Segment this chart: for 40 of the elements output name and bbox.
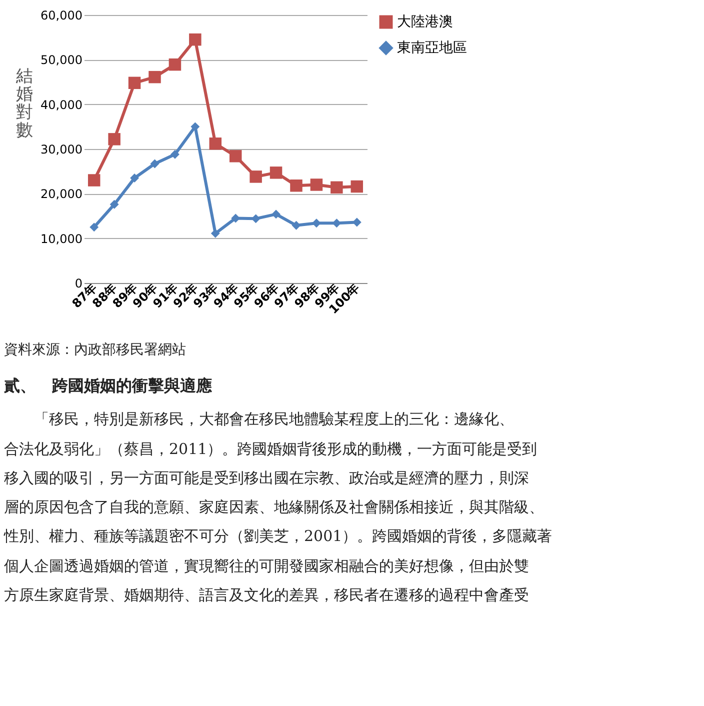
point xyxy=(189,33,202,46)
point xyxy=(210,228,220,238)
text: 層的原因包含了自我的意願、家庭因素、地緣關係及社會關係相接近，與其階級、 xyxy=(4,497,545,518)
y-tick-label: 10,000 xyxy=(40,232,82,246)
source-note: 資料來源：內政部移民署網站 xyxy=(4,341,187,360)
point xyxy=(110,200,119,209)
text: 個人企圖透過婚姻的管道，實現嚮往的可開發國家相融合的美好想像，但由於雙 xyxy=(4,556,530,577)
point xyxy=(148,70,161,84)
point xyxy=(250,170,262,183)
point xyxy=(330,181,343,194)
point xyxy=(209,138,222,150)
point xyxy=(130,174,140,183)
point xyxy=(229,150,242,162)
point xyxy=(270,166,282,179)
text: 性別、權力、種族等議題密不可分（劉美芝，2001）。跨國婚姻的背後，多隱藏著 xyxy=(4,526,554,548)
point xyxy=(168,58,182,71)
text: 方原生家庭背景、婚姻期待、語言及文化的差異，移民者在遷移的過程中會產受 xyxy=(4,584,530,606)
point xyxy=(290,180,302,192)
point xyxy=(90,222,99,232)
text: 合法化及弱化」（蔡昌，2011）。跨國婚姻背後形成的動機，一方面可能是受到 xyxy=(4,438,538,460)
point xyxy=(128,76,141,90)
text: 移入國的吸引，另一方面可能是受到移出國在宗教、政治或是經濟的壓力，則深 xyxy=(4,468,530,489)
y-tick-label: 60,000 xyxy=(40,8,82,22)
y-tick-label: 20,000 xyxy=(40,187,82,202)
y-tick-label: 0 xyxy=(74,276,82,290)
y-axis-title: 結婚對數 xyxy=(15,66,33,140)
point xyxy=(88,174,100,186)
y-tick-label: 40,000 xyxy=(40,98,82,112)
point xyxy=(150,159,160,168)
y-tick-label: 50,000 xyxy=(40,53,82,68)
point xyxy=(350,180,364,193)
point xyxy=(272,210,281,219)
text: 貳、 跨國婚姻的衝擊與適應 xyxy=(4,375,213,398)
point xyxy=(108,133,120,146)
legend-label: 大陸港澳 xyxy=(397,14,453,30)
y-tick-label: 30,000 xyxy=(40,142,82,156)
text: 「移民，特別是新移民，大都會在移民地體驗某程度上的三化：邊緣化、 xyxy=(33,409,515,430)
point xyxy=(170,150,180,159)
legend-label: 東南亞地區 xyxy=(397,40,467,56)
point xyxy=(310,178,323,191)
